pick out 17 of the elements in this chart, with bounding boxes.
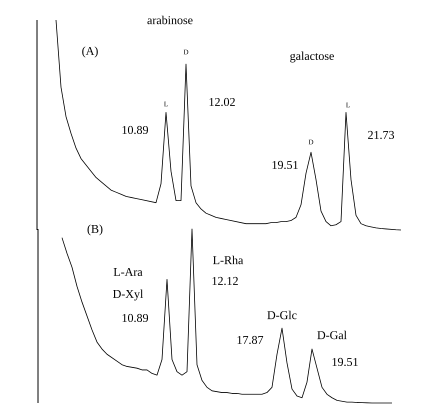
annotation: (B) [88, 224, 102, 236]
annotation: arabinose [147, 16, 193, 24]
annotation: L-Rha [213, 256, 244, 264]
annotation: 10.89 [122, 314, 148, 322]
annotation: D-Gal [317, 330, 347, 340]
annotation: 19.51 [272, 160, 298, 170]
annotation: 12.02 [210, 98, 235, 106]
annotation: L-Ara [114, 268, 142, 276]
annotation: 12.12 [212, 276, 238, 286]
annotation: 17.87 [238, 336, 264, 344]
annotation: (A) [82, 46, 98, 58]
annotation: 10.89 [122, 126, 148, 134]
annotation: 19.51 [332, 358, 358, 366]
annotation: D-Glc [267, 310, 297, 320]
annotation: galactose [290, 52, 334, 62]
annotation: 21.73 [368, 130, 394, 140]
annotation: D-Xyl [113, 290, 144, 300]
